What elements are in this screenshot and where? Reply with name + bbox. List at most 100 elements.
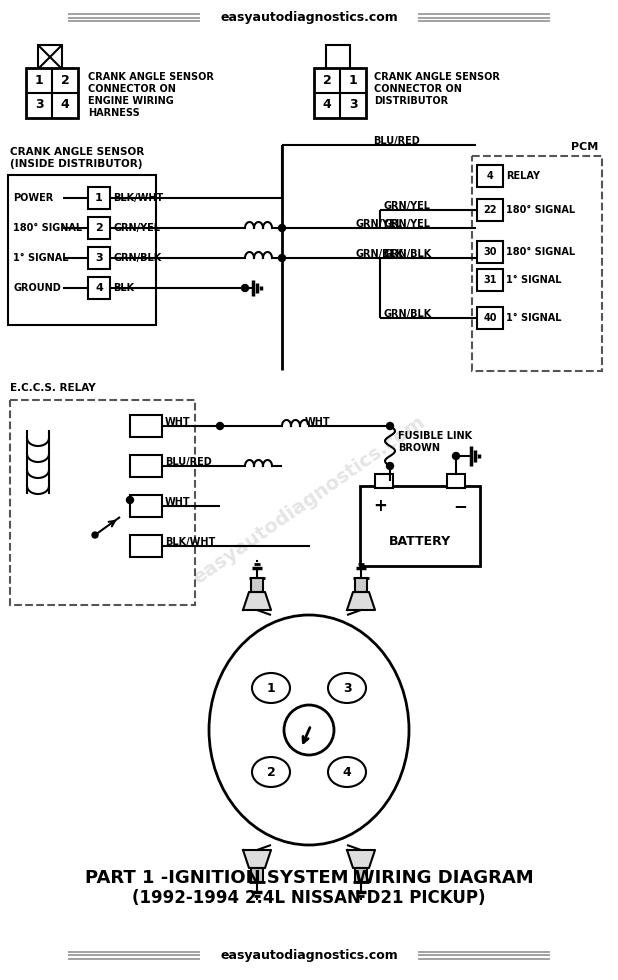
Text: RELAY: RELAY <box>506 171 540 181</box>
Text: 1: 1 <box>266 681 276 695</box>
Circle shape <box>279 255 286 262</box>
Bar <box>375 474 393 488</box>
Text: +: + <box>373 497 387 515</box>
Text: 4: 4 <box>61 99 69 112</box>
Text: 180° SIGNAL: 180° SIGNAL <box>506 205 575 215</box>
Text: GRN/YEL: GRN/YEL <box>383 219 430 229</box>
Bar <box>447 474 465 488</box>
Text: 1: 1 <box>95 193 103 203</box>
Text: 40: 40 <box>483 313 497 323</box>
Text: 2: 2 <box>95 223 103 233</box>
Text: CONNECTOR ON: CONNECTOR ON <box>88 84 176 94</box>
Text: 22: 22 <box>483 205 497 215</box>
Text: 4: 4 <box>323 99 331 112</box>
Polygon shape <box>347 850 375 868</box>
Text: −: − <box>453 497 467 515</box>
Polygon shape <box>243 850 271 868</box>
Ellipse shape <box>328 757 366 787</box>
Text: CRANK ANGLE SENSOR: CRANK ANGLE SENSOR <box>88 72 214 82</box>
Text: ENGINE WIRING: ENGINE WIRING <box>88 96 174 106</box>
Bar <box>326 45 350 69</box>
Bar <box>130 495 162 517</box>
Text: easyautodiagnostics.com: easyautodiagnostics.com <box>220 949 398 961</box>
Bar <box>477 241 503 263</box>
Text: GRN/BLK: GRN/BLK <box>113 253 161 263</box>
Text: 2: 2 <box>61 74 69 86</box>
Circle shape <box>386 463 394 469</box>
Text: GRN/YEL: GRN/YEL <box>113 223 160 233</box>
Text: easyautodiagnostics.com: easyautodiagnostics.com <box>220 12 398 24</box>
Text: BLK/WHT: BLK/WHT <box>113 193 163 203</box>
Text: BATTERY: BATTERY <box>389 534 451 548</box>
Text: GRN/BLK: GRN/BLK <box>355 249 404 259</box>
Text: PART 1 -IGNITION SYSTEM WIRING DIAGRAM: PART 1 -IGNITION SYSTEM WIRING DIAGRAM <box>85 869 533 887</box>
Text: E.C.C.S. RELAY: E.C.C.S. RELAY <box>10 383 96 393</box>
Ellipse shape <box>252 673 290 703</box>
Text: (INSIDE DISTRIBUTOR): (INSIDE DISTRIBUTOR) <box>10 159 143 169</box>
Text: FUSIBLE LINK: FUSIBLE LINK <box>398 431 472 441</box>
Text: GRN/BLK: GRN/BLK <box>383 309 431 319</box>
Text: GRN/YEL: GRN/YEL <box>355 219 402 229</box>
Text: easyautodiagnostics.com: easyautodiagnostics.com <box>189 413 429 588</box>
Text: GROUND: GROUND <box>13 283 61 293</box>
Bar <box>360 486 480 566</box>
Text: 4: 4 <box>486 171 493 181</box>
Text: 4: 4 <box>342 765 352 778</box>
Text: WHT: WHT <box>305 417 331 427</box>
Circle shape <box>242 284 248 291</box>
Bar <box>251 578 263 592</box>
Bar <box>88 217 110 239</box>
Circle shape <box>216 422 224 429</box>
Circle shape <box>279 224 286 231</box>
Text: HARNESS: HARNESS <box>88 108 140 118</box>
Ellipse shape <box>252 757 290 787</box>
Circle shape <box>284 705 334 755</box>
Text: POWER: POWER <box>13 193 53 203</box>
Text: 3: 3 <box>343 681 351 695</box>
Bar <box>355 868 367 882</box>
Circle shape <box>127 497 133 504</box>
Bar <box>477 199 503 221</box>
Text: 180° SIGNAL: 180° SIGNAL <box>506 247 575 257</box>
Text: 1° SIGNAL: 1° SIGNAL <box>506 313 562 323</box>
Text: CRANK ANGLE SENSOR: CRANK ANGLE SENSOR <box>374 72 500 82</box>
Text: 31: 31 <box>483 275 497 285</box>
Bar <box>88 187 110 209</box>
Ellipse shape <box>209 615 409 845</box>
Bar <box>88 277 110 299</box>
Text: PCM: PCM <box>571 142 598 152</box>
Ellipse shape <box>328 673 366 703</box>
Text: 1° SIGNAL: 1° SIGNAL <box>13 253 69 263</box>
Text: GRN/YEL: GRN/YEL <box>383 201 430 211</box>
Text: 180° SIGNAL: 180° SIGNAL <box>13 223 82 233</box>
Bar <box>26 68 78 118</box>
Polygon shape <box>243 592 271 610</box>
Bar <box>251 868 263 882</box>
Bar <box>477 165 503 187</box>
Circle shape <box>92 532 98 538</box>
Bar <box>130 415 162 437</box>
Bar <box>10 400 195 605</box>
Text: 2: 2 <box>266 765 276 778</box>
Text: BLU/RED: BLU/RED <box>165 457 212 467</box>
Bar <box>472 156 602 371</box>
Text: 3: 3 <box>349 99 357 112</box>
Text: 4: 4 <box>95 283 103 293</box>
Bar <box>8 175 156 325</box>
Bar <box>130 455 162 477</box>
Text: 3: 3 <box>35 99 43 112</box>
Text: WHT: WHT <box>165 417 190 427</box>
Bar <box>477 307 503 329</box>
Text: 30: 30 <box>483 247 497 257</box>
Text: 1: 1 <box>349 74 357 86</box>
Bar <box>88 247 110 269</box>
Polygon shape <box>347 592 375 610</box>
Text: DISTRIBUTOR: DISTRIBUTOR <box>374 96 448 106</box>
Bar <box>130 535 162 557</box>
Text: BLU/RED: BLU/RED <box>373 136 420 146</box>
Text: (1992-1994 2.4L NISSAN D21 PICKUP): (1992-1994 2.4L NISSAN D21 PICKUP) <box>132 889 486 907</box>
Text: WHT: WHT <box>165 497 190 507</box>
Bar <box>477 269 503 291</box>
Text: CRANK ANGLE SENSOR: CRANK ANGLE SENSOR <box>10 147 144 157</box>
Text: BROWN: BROWN <box>398 443 440 453</box>
